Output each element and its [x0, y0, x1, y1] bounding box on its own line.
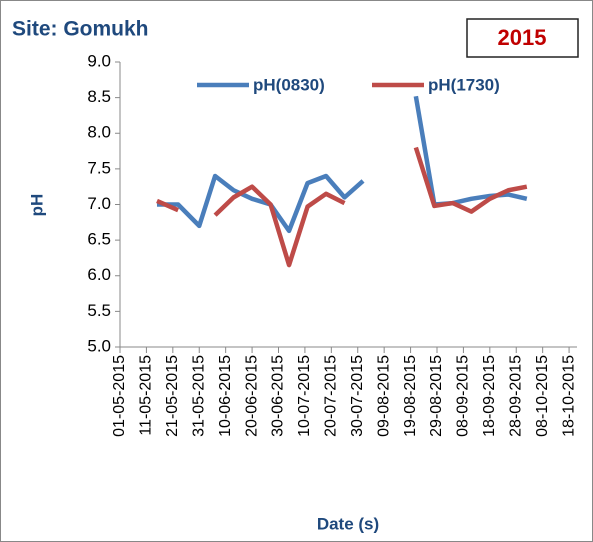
x-tick-label: 10-07-2015 [296, 355, 313, 437]
legend-label: pH(1730) [428, 75, 500, 94]
x-tick-label: 28-09-2015 [507, 355, 524, 437]
y-tick-label: 9.0 [87, 51, 111, 70]
x-tick-label: 18-09-2015 [481, 355, 498, 437]
x-tick-label: 08-09-2015 [455, 355, 472, 437]
legend-label: pH(0830) [253, 75, 325, 94]
x-tick-label: 29-08-2015 [428, 355, 445, 437]
year-box [466, 18, 579, 58]
x-tick-label: 08-10-2015 [534, 355, 551, 437]
y-tick-label: 5.0 [87, 336, 111, 355]
x-tick-label: 30-07-2015 [349, 355, 366, 437]
x-tick-label: 10-06-2015 [217, 355, 234, 437]
year-annotation: 2015 [498, 25, 547, 50]
x-tick-label: 11-05-2015 [138, 355, 155, 436]
x-axis-title: Date (s) [317, 514, 379, 533]
x-tick-label: 30-06-2015 [270, 355, 287, 437]
x-tick-label: 19-08-2015 [402, 355, 419, 437]
y-tick-label: 6.0 [87, 265, 111, 284]
x-tick-label: 20-07-2015 [323, 355, 340, 437]
y-tick-label: 8.0 [87, 123, 111, 142]
y-tick-label: 7.5 [87, 158, 111, 177]
y-tick-label: 7.0 [87, 194, 111, 213]
y-axis-title: pH [27, 194, 46, 217]
chart-title: Site: Gomukh [12, 18, 149, 41]
x-tick-label: 01-05-2015 [111, 355, 128, 437]
series-line [156, 146, 528, 268]
x-tick-label: 09-08-2015 [375, 355, 392, 437]
y-tick-label: 6.5 [87, 230, 111, 249]
y-tick-label: 5.5 [87, 301, 111, 320]
x-tick-label: 18-10-2015 [560, 355, 577, 437]
y-tick-label: 8.5 [87, 87, 111, 106]
x-tick-label: 31-05-2015 [190, 355, 207, 437]
x-tick-label: 21-05-2015 [164, 355, 181, 437]
x-tick-label: 20-06-2015 [243, 355, 260, 437]
